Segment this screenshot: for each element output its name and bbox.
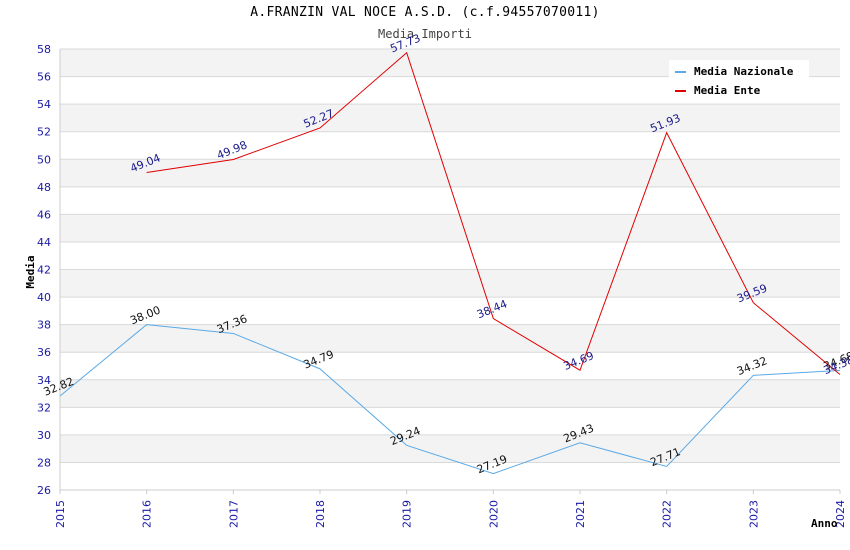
grid-band — [60, 159, 840, 187]
chart-title: A.FRANZIN VAL NOCE A.S.D. (c.f.945570700… — [250, 5, 600, 20]
grid-band — [60, 269, 840, 298]
grid-band — [60, 434, 840, 463]
grid-band — [60, 407, 840, 435]
grid-band — [60, 241, 840, 270]
grid-band — [60, 297, 840, 325]
y-tick-label: 54 — [37, 98, 51, 111]
x-tick-label: 2017 — [227, 500, 240, 528]
y-tick-label: 46 — [37, 208, 51, 221]
y-tick-label: 44 — [37, 236, 51, 249]
legend-label: Media Nazionale — [694, 65, 794, 78]
y-axis-label: Media — [24, 255, 37, 288]
y-tick-label: 34 — [37, 374, 51, 387]
grid-bands — [60, 49, 840, 490]
x-tick-label: 2019 — [401, 500, 414, 528]
x-tick-label: 2016 — [141, 500, 154, 528]
y-tick-label: 36 — [37, 346, 51, 359]
grid-band — [60, 324, 840, 353]
y-tick-label: 56 — [37, 71, 51, 84]
y-tick-label: 52 — [37, 126, 51, 139]
y-tick-label: 38 — [37, 319, 51, 332]
grid-band — [60, 104, 840, 132]
y-tick-label: 50 — [37, 153, 51, 166]
legend-box — [669, 60, 809, 102]
x-tick-label: 2024 — [834, 500, 847, 528]
x-axis-ticks: 2015 2016 2017 2018 2019 2020 2021 2022 2023 2024 — [54, 490, 847, 528]
y-tick-label: 58 — [37, 43, 51, 56]
grid-band — [60, 186, 840, 215]
grid-band — [60, 131, 840, 160]
series-lines — [59, 51, 841, 475]
x-axis-label: Anno — [811, 517, 838, 530]
gridlines — [59, 48, 840, 491]
y-tick-label: 26 — [37, 484, 51, 497]
grid-band — [60, 352, 840, 380]
x-tick-label: 2021 — [574, 500, 587, 528]
x-tick-label: 2015 — [54, 500, 67, 528]
y-axis-ticks: 26 28 30 32 34 36 38 40 42 44 46 48 50 52 54 56 58 — [37, 43, 51, 497]
chart-subtitle: Media Importi — [378, 27, 472, 41]
grid-band — [60, 462, 840, 490]
x-tick-label: 2020 — [487, 500, 500, 528]
y-tick-label: 32 — [37, 401, 51, 414]
x-tick-label: 2018 — [314, 500, 327, 528]
grid-band — [60, 379, 840, 408]
y-tick-label: 28 — [37, 456, 51, 469]
x-tick-label: 2022 — [661, 500, 674, 528]
legend: Media Nazionale Media Ente — [669, 60, 809, 102]
x-tick-label: 2023 — [747, 500, 760, 528]
series-line-media-ente — [146, 51, 841, 375]
series-line-media-nazionale — [59, 324, 841, 475]
y-tick-label: 40 — [37, 291, 51, 304]
grid-band — [60, 214, 840, 242]
y-tick-label: 30 — [37, 429, 51, 442]
legend-label: Media Ente — [694, 84, 761, 97]
y-tick-label: 48 — [37, 181, 51, 194]
y-tick-label: 42 — [37, 264, 51, 277]
